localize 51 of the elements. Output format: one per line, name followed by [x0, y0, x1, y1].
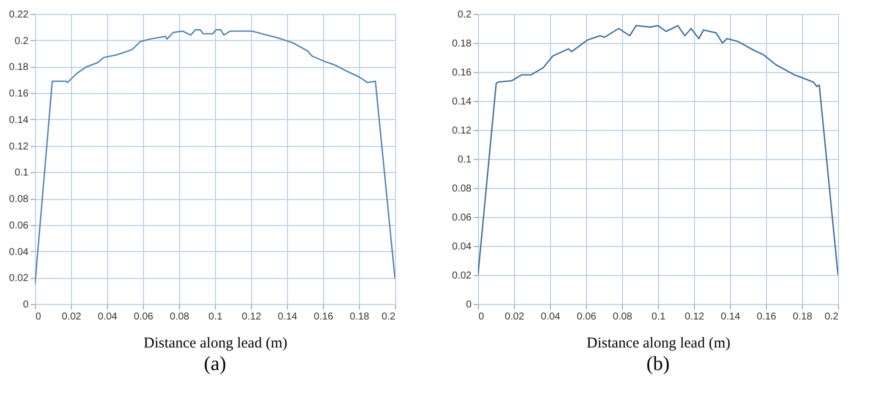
y-tick-label: 0.04	[452, 242, 472, 252]
x-tick-label: 0.18	[792, 312, 813, 322]
x-tick-label: 0.06	[134, 312, 154, 322]
x-tick-label: 0	[36, 312, 42, 322]
y-tick-label: 0.2	[14, 36, 29, 47]
text: (a)	[204, 353, 226, 375]
x-tick-label: 0.04	[540, 312, 561, 322]
x-tick-label: 0.14	[720, 312, 741, 322]
y-tick-label: 0.1	[14, 168, 29, 179]
y-tick-label: 0.06	[9, 220, 29, 232]
y-tick-label: 0.14	[452, 96, 472, 108]
x-tick-label: 0.16	[314, 312, 334, 322]
x-tick-label: 0.08	[170, 312, 190, 322]
x-tick-label: 0.2	[382, 312, 396, 322]
x-tick-label: 0.02	[62, 312, 82, 322]
y-tick-label: 0.12	[452, 126, 472, 136]
y-tick-label: 0	[22, 300, 29, 310]
y-tick-label: 0.02	[9, 273, 29, 284]
x-tick-label: 0.18	[350, 312, 370, 322]
y-tick-label: 0.18	[9, 62, 29, 74]
x-axis-title: Distance along lead (m)	[586, 336, 730, 352]
y-tick-label: 0.14	[9, 114, 29, 126]
y-tick-label: 0.08	[9, 194, 29, 206]
y-tick-label: 0.08	[452, 184, 472, 194]
x-tick-label: 0.12	[242, 312, 262, 322]
y-tick-label: 0.16	[452, 68, 472, 78]
x-tick-label: 0.08	[612, 312, 633, 322]
y-tick-label: 0.06	[452, 212, 472, 224]
y-tick-label: 0.1	[458, 154, 472, 166]
y-tick-label: 0.2	[458, 10, 472, 20]
y-tick-label: 0.02	[452, 270, 472, 282]
x-tick-label: 0.1	[652, 312, 666, 322]
x-tick-label: 0.06	[576, 312, 597, 322]
y-tick-label: 0.04	[9, 246, 29, 258]
y-tick-label: 0	[466, 300, 472, 310]
y-tick-label: 0.16	[9, 88, 29, 100]
x-tick-label: 0.02	[504, 312, 525, 322]
x-tick-label: 0.2	[824, 312, 839, 322]
y-tick-label: 0.22	[9, 10, 29, 20]
x-tick-label: 0.14	[278, 312, 298, 322]
x-tick-label: 0.16	[756, 312, 777, 322]
line-series	[35, 29, 395, 285]
x-axis-title: Distance along lead (m)	[144, 336, 288, 352]
x-tick-label: 0.12	[684, 312, 705, 322]
x-tick-label: 0	[478, 312, 484, 322]
y-tick-label: 0.12	[9, 141, 29, 152]
text: (b)	[646, 353, 670, 375]
y-tick-label: 0.18	[452, 38, 472, 50]
x-tick-label: 0.04	[98, 312, 118, 322]
line-series	[478, 24, 838, 276]
x-tick-label: 0.1	[208, 312, 223, 322]
